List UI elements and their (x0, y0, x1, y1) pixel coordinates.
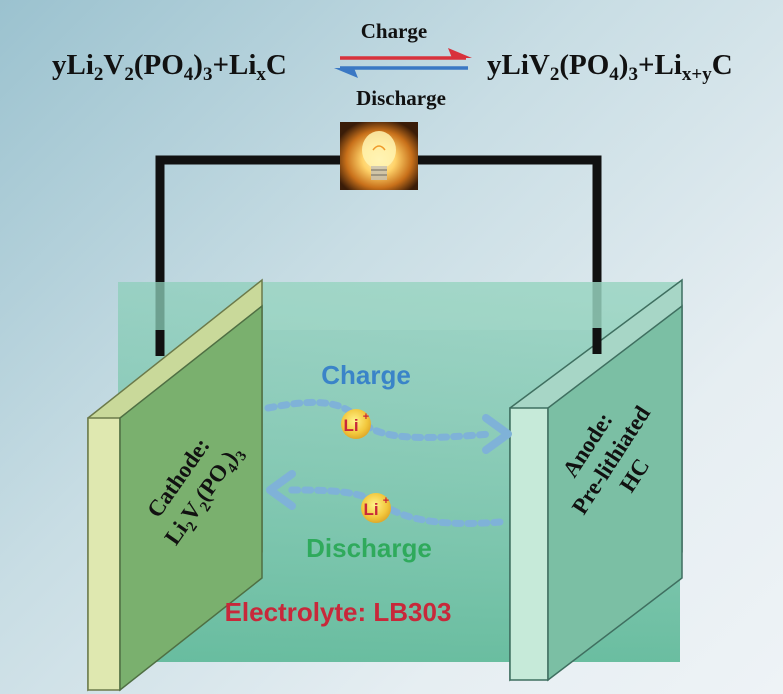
formula-part: C (712, 49, 733, 81)
li-ion-charge-sign: + (363, 411, 369, 423)
formula-part: ) (619, 49, 629, 81)
formula-part: x (256, 64, 266, 85)
formula-part: 2 (94, 64, 104, 85)
electrolyte-label: Electrolyte: LB303 (225, 597, 452, 627)
cell-discharge-label: Discharge (306, 533, 432, 563)
formula-part: 4 (184, 64, 194, 85)
formula-part: yLiV (487, 49, 550, 81)
cathode-plate (87, 278, 263, 692)
anode-plate (509, 278, 683, 682)
formula-part: V (103, 49, 124, 81)
discharge-arrow (334, 66, 468, 78)
li-ion-discharge-sign: + (383, 495, 389, 507)
equation-left: yLi2V2(PO4)3+LixC (52, 49, 287, 85)
formula-part: 4 (609, 64, 619, 85)
formula-part: 2 (550, 64, 560, 85)
formula-part: 3 (203, 64, 213, 85)
equation-charge-label: Charge (361, 19, 428, 43)
charge-arrow (340, 48, 472, 60)
li-ion-charge: Li + (341, 409, 371, 439)
electrolyte-back-shade (262, 282, 680, 330)
equation-right: yLiV2(PO4)3+Lix+yC (487, 49, 733, 85)
formula-part: (PO (134, 49, 184, 81)
li-ion-discharge: Li + (361, 493, 391, 523)
formula-part: +Li (638, 49, 682, 81)
li-ion-discharge-symbol: Li (363, 500, 378, 519)
cell-charge-label: Charge (321, 360, 411, 390)
formula-part: yLi (52, 49, 94, 81)
formula-part: 3 (628, 64, 638, 85)
formula-part: x+y (682, 64, 712, 85)
formula-part: 2 (124, 64, 134, 85)
formula-part: C (266, 49, 287, 81)
formula-part: +Li (212, 49, 256, 81)
formula-part: ) (193, 49, 203, 81)
li-ion-charge-symbol: Li (343, 416, 358, 435)
formula-part: (PO (559, 49, 609, 81)
equation-discharge-label: Discharge (356, 86, 446, 110)
light-bulb-icon (340, 122, 418, 190)
